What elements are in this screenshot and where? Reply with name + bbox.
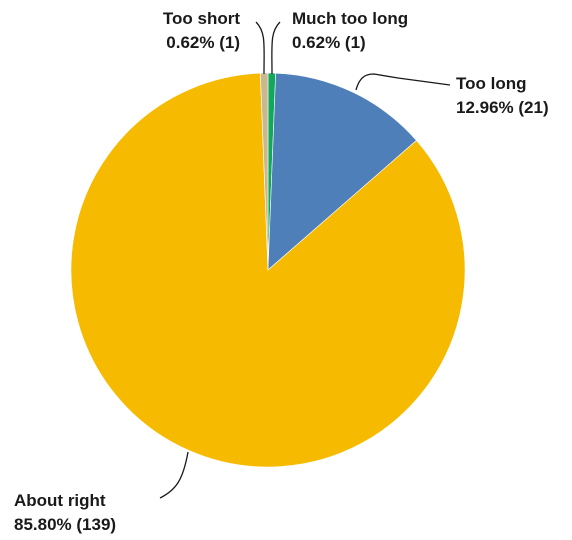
slice-value-too-short: 0.62% (1) (166, 33, 240, 52)
leader-line-much-too-long (271, 21, 281, 75)
slice-label-too-short: Too short (163, 9, 240, 28)
slice-label-much-too-long: Much too long (292, 9, 408, 28)
slice-label-about-right: About right (14, 491, 106, 510)
slice-value-too-long: 12.96% (21) (456, 98, 549, 117)
leader-lines (159, 21, 451, 499)
leader-line-too-long (355, 73, 451, 91)
leader-line-about-right (159, 451, 189, 499)
slice-value-about-right: 85.80% (139) (14, 515, 116, 534)
slice-label-too-long: Too long (456, 74, 527, 93)
pie-slice-about-right (70, 72, 466, 468)
pie-slice-too-long (267, 72, 417, 271)
slice-value-much-too-long: 0.62% (1) (292, 33, 366, 52)
leader-line-too-short (255, 21, 265, 75)
slice-labels: Much too long 0.62% (1) Too long 12.96% (21… (14, 9, 549, 534)
pie-slices (70, 72, 466, 468)
